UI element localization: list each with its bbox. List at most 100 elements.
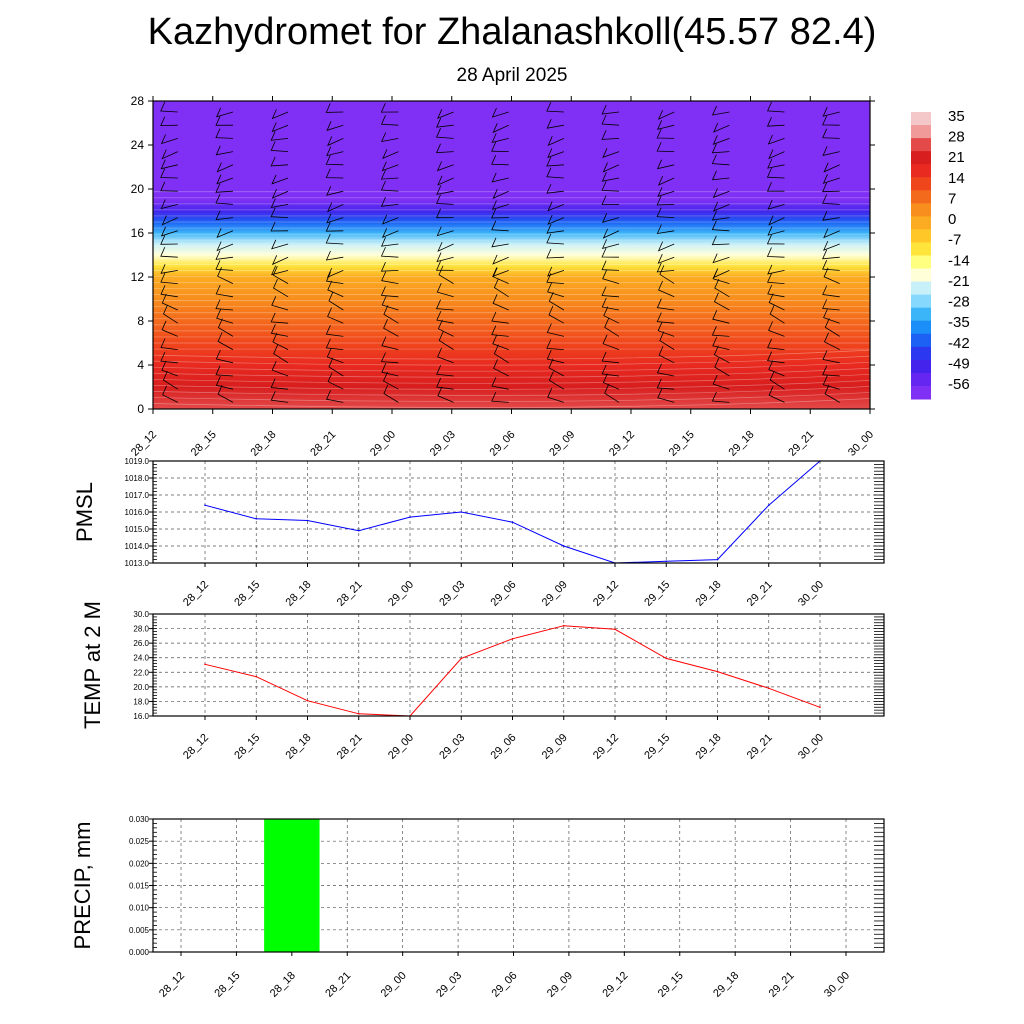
wind-barb	[768, 386, 785, 403]
wind-barb	[271, 296, 289, 311]
pmsl-data-point	[460, 511, 463, 513]
wind-barb	[215, 260, 234, 271]
wind-barb	[325, 155, 344, 166]
wind-barb	[160, 351, 178, 364]
wind-barb	[160, 272, 178, 284]
wind-barb	[766, 117, 785, 127]
isotherm-line	[152, 355, 871, 366]
wind-barb	[491, 133, 509, 143]
wind-barb	[602, 269, 620, 284]
wind-barb	[711, 326, 730, 337]
wind-barb	[491, 325, 509, 337]
wind-barb	[381, 161, 399, 172]
wind-barb	[656, 224, 675, 235]
heatmap-y-tick-label: 0	[137, 402, 144, 416]
pmsl-x-tick-label: 29_18	[694, 579, 724, 609]
wind-barb	[823, 162, 840, 173]
wind-barb	[215, 284, 234, 298]
wind-barb	[768, 293, 785, 311]
colorbar-label: 21	[948, 149, 965, 166]
colorbar-segment	[911, 242, 931, 256]
wind-barb	[767, 273, 785, 284]
wind-barb	[601, 114, 620, 126]
wind-barb	[436, 128, 454, 139]
pmsl-data-point	[204, 504, 206, 507]
wind-barb	[436, 377, 454, 390]
heatmap-x-tick-label: 29_18	[727, 429, 757, 459]
wind-barb	[656, 159, 675, 170]
colorbar-label: -49	[948, 355, 970, 372]
precip-x-tick-label: 28_18	[268, 970, 298, 1000]
temp2m-data-point	[306, 699, 309, 702]
wind-barb	[270, 378, 289, 390]
temp2m-x-tick-label: 28_18	[284, 732, 314, 762]
wind-barb	[381, 336, 399, 350]
temp2m-y-tick-label: 18.0	[133, 697, 149, 706]
temp2m-x-tick-label: 28_15	[232, 732, 262, 762]
wind-barb	[325, 103, 344, 113]
pmsl-y-tick-label: 1014.0	[125, 542, 150, 551]
wind-barb	[382, 371, 399, 390]
wind-barb	[766, 247, 785, 258]
colorbar-segment	[911, 151, 931, 165]
wind-barb	[767, 134, 785, 145]
temp2m-y-tick-label: 30.0	[133, 610, 149, 619]
precip-y-tick-label: 0.000	[129, 948, 150, 957]
wind-barb	[270, 324, 289, 337]
wind-barb	[381, 295, 399, 311]
wind-barb	[548, 358, 565, 377]
wind-barb	[491, 142, 509, 152]
precip-x-tick-label: 29_12	[600, 970, 630, 1000]
wind-barb	[161, 360, 178, 377]
wind-barb	[769, 304, 785, 324]
wind-barb	[768, 149, 785, 160]
wind-barb	[215, 349, 234, 364]
wind-barb	[327, 136, 344, 147]
pmsl-data-point	[511, 521, 514, 523]
wind-barb	[603, 306, 620, 324]
wind-barb	[492, 334, 509, 350]
wind-barb	[326, 267, 344, 278]
wind-barb	[601, 260, 620, 271]
wind-barb	[326, 186, 344, 196]
wind-barb	[822, 350, 840, 364]
temp2m-y-axis-label: TEMP at 2 M	[80, 601, 105, 729]
wind-barb	[546, 248, 564, 259]
precip-y-tick-label: 0.005	[129, 926, 150, 935]
wind-barb	[381, 132, 399, 143]
wind-barb	[767, 284, 785, 298]
wind-barb	[436, 282, 454, 298]
precip-x-tick-label: 28_15	[212, 970, 242, 1000]
temp2m-data-point	[460, 657, 463, 660]
wind-barb	[601, 130, 620, 140]
temp2m-x-tick-label: 29_00	[386, 732, 416, 762]
wind-barb	[711, 220, 730, 232]
wind-barb	[824, 384, 840, 403]
wind-barb	[216, 241, 234, 252]
wind-barb	[270, 312, 289, 324]
wind-barb	[546, 223, 564, 234]
wind-barb	[491, 391, 509, 403]
pmsl-x-tick-label: 29_09	[540, 579, 570, 609]
wind-barb	[491, 237, 509, 248]
precip-bar	[264, 819, 320, 952]
temp2m-x-tick-label: 28_21	[335, 732, 365, 762]
wind-barb	[160, 285, 178, 298]
wind-barb	[711, 235, 730, 246]
wind-barb	[601, 364, 620, 377]
wind-barb	[822, 107, 840, 117]
wind-barb	[272, 278, 289, 298]
pmsl-x-tick-label: 29_15	[642, 579, 672, 609]
wind-barb	[601, 213, 620, 223]
wind-barb	[327, 307, 344, 324]
heatmap-y-tick-label: 12	[131, 270, 145, 284]
wind-barb	[217, 318, 234, 337]
wind-barb	[216, 309, 234, 324]
heatmap-x-tick-label: 28_15	[189, 429, 219, 459]
wind-barb	[160, 338, 178, 350]
wind-barb	[326, 121, 344, 131]
precip-x-tick-label: 30_00	[822, 970, 852, 1000]
wind-barb	[601, 286, 620, 298]
temp2m-x-tick-label: 29_09	[540, 732, 570, 762]
colorbar-segment	[911, 385, 931, 400]
